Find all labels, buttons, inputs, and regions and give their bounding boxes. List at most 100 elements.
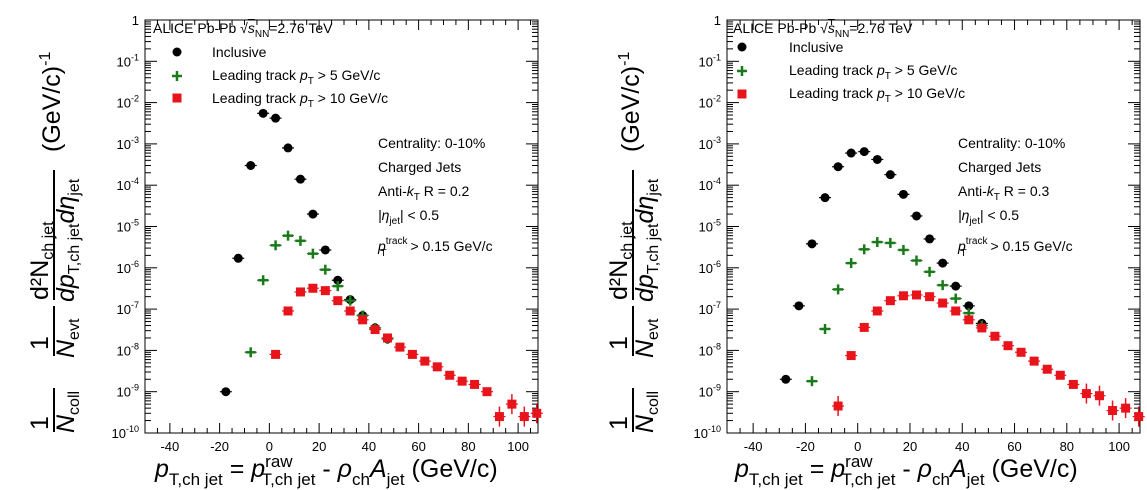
left-ylabel-text: 1	[26, 416, 54, 430]
right-x-tick-label: 80	[1060, 439, 1074, 454]
left-series-2-point	[282, 306, 295, 316]
right-y-axis-label: 1 Ncoll 1 Nevt d²Nch jet dpT,ch jetdηjet…	[605, 52, 662, 433]
left-y-tick-label: 10-10	[112, 424, 139, 441]
left-ylabel-ncoll: Ncoll	[52, 391, 83, 433]
right-info-eta: |ηjet| < 0.5	[958, 207, 1019, 227]
left-series-0-point	[219, 387, 232, 397]
right-series-2-point	[1106, 400, 1119, 421]
right-x-axis-label: pT,ch jet = praw T,ch jet - ρchAjet (GeV/…	[734, 452, 1078, 489]
left-y-tick-label: 10-3	[117, 135, 139, 152]
right-legend: ALICE Pb-Pb √sNN=2.76 TeV Inclusive Lead…	[733, 20, 965, 105]
left-x-tick-label: -40	[160, 439, 179, 454]
right-series-1-point	[910, 255, 923, 266]
left-series-0-point	[306, 209, 319, 219]
left-series-2-point	[530, 403, 543, 424]
right-series-0-point	[962, 301, 975, 311]
right-legend-label-inclusive: Inclusive	[789, 39, 844, 55]
left-legend-label-pt5: Leading track pT > 5 GeV/c	[212, 67, 380, 87]
right-series-0-point	[845, 148, 858, 158]
left-series-2-point	[406, 349, 419, 359]
left-series-0-point	[294, 174, 307, 184]
right-y-tick-label: 10-3	[699, 135, 721, 152]
left-y-tick-label: 10-4	[117, 176, 139, 193]
left-series-2-point	[393, 342, 406, 352]
left-x-tick-label: 60	[411, 439, 425, 454]
left-series-2-point	[369, 325, 382, 335]
right-x-tick-label: 0	[854, 439, 861, 454]
left-series-2-point	[518, 406, 531, 427]
left-y-tick-label: 10-6	[117, 259, 139, 276]
right-series-2-point	[975, 323, 988, 333]
left-series-1-point	[257, 275, 270, 286]
left-series-2-point	[431, 362, 444, 372]
right-ylabel-numer: d²Nch jet	[605, 221, 636, 300]
left-series-0-point	[232, 253, 245, 263]
right-x-tick-label: -20	[796, 439, 815, 454]
right-series-2-point	[1119, 398, 1132, 419]
right-series-2-point	[845, 351, 858, 361]
left-info-pt: ptrack T > 0.15 GeV/c	[377, 236, 493, 259]
left-series-2-point	[319, 286, 332, 296]
right-series-2-point	[988, 331, 1001, 341]
right-series-0-point	[832, 162, 845, 172]
left-series-2-point	[381, 333, 394, 343]
left-series-2-point	[331, 296, 344, 306]
left-ylabel-denom: dpT,ch jetdηjet	[52, 178, 83, 302]
right-series-2-point	[858, 322, 871, 332]
left-x-tick-label: 80	[461, 439, 475, 454]
right-series-0-point	[805, 239, 818, 249]
left-info-centrality: Centrality: 0-10%	[378, 135, 485, 151]
right-series-2-point	[962, 315, 975, 325]
right-ylabel-unit: (GeV/c)-1	[616, 52, 645, 152]
right-info: Centrality: 0-10% Charged Jets Anti-kT R…	[957, 135, 1073, 259]
right-series-0-point	[779, 374, 792, 384]
right-series-0-point	[819, 193, 832, 203]
left-series-1-point	[294, 235, 307, 246]
left-series-2-point	[269, 349, 282, 359]
right-series-1-point	[897, 244, 910, 255]
right-y-tick-label: 10-8	[699, 341, 721, 358]
right-series-0-point	[858, 147, 871, 157]
right-series-0-point	[792, 301, 805, 311]
left-series-2-point	[443, 370, 456, 380]
right-series-2-point	[923, 292, 936, 302]
right-info-algo: Anti-kT R = 0.3	[958, 183, 1050, 203]
left-y-tick-label: 10-8	[117, 341, 139, 358]
left-series-2-point	[418, 356, 431, 366]
right-series-1-point	[884, 237, 897, 248]
left-y-tick-label: 10-1	[117, 52, 139, 69]
right-legend-label-pt5: Leading track pT > 5 GeV/c	[789, 62, 957, 82]
left-legend-marker-inclusive	[172, 47, 182, 57]
left-series-2-point	[306, 283, 319, 293]
right-series-1-point	[923, 266, 936, 277]
left-ylabel-nevt: Nevt	[52, 318, 83, 358]
left-series-2-point	[468, 379, 481, 389]
left-info-eta: |ηjet| < 0.5	[378, 207, 439, 227]
right-ylabel-one2: 1	[605, 336, 633, 350]
left-x-tick-label: -20	[210, 439, 229, 454]
left-y-tick-label: 10-9	[117, 383, 139, 400]
right-series-1-point	[936, 280, 949, 291]
left-x-tick-label: 100	[507, 439, 529, 454]
left-info-jets: Charged Jets	[378, 159, 461, 175]
right-y-tick-label: 10-4	[699, 176, 721, 193]
right-series-2-point	[871, 306, 884, 316]
right-y-tick-label: 10-10	[694, 424, 721, 441]
right-legend-marker-pt5	[737, 66, 747, 76]
right-y-tick-label: 10-9	[699, 383, 721, 400]
right-ticks: -40 -20 0 20 40 60 80 100 1 10-1 10-2 10-3 10-4 10-5 1…	[694, 13, 1140, 454]
right-legend-marker-inclusive	[737, 42, 747, 52]
right-series-0-point	[923, 234, 936, 244]
right-series-2-point	[1080, 383, 1093, 404]
left-series-2-point	[493, 406, 506, 427]
right-ylabel-text: 1	[605, 416, 633, 430]
left-y-axis-label: 1 Ncoll 1 Nevt d²Nch jet dpT,ch jetdηjet…	[26, 52, 83, 433]
right-y-tick-label: 10-6	[699, 259, 721, 276]
right-series-2-point	[1028, 356, 1041, 366]
right-series-1-point	[949, 293, 962, 304]
right-series-1-point	[858, 244, 871, 255]
right-x-tick-label: 100	[1108, 439, 1130, 454]
right-series-0-point	[949, 281, 962, 291]
right-series-2-point	[949, 306, 962, 316]
